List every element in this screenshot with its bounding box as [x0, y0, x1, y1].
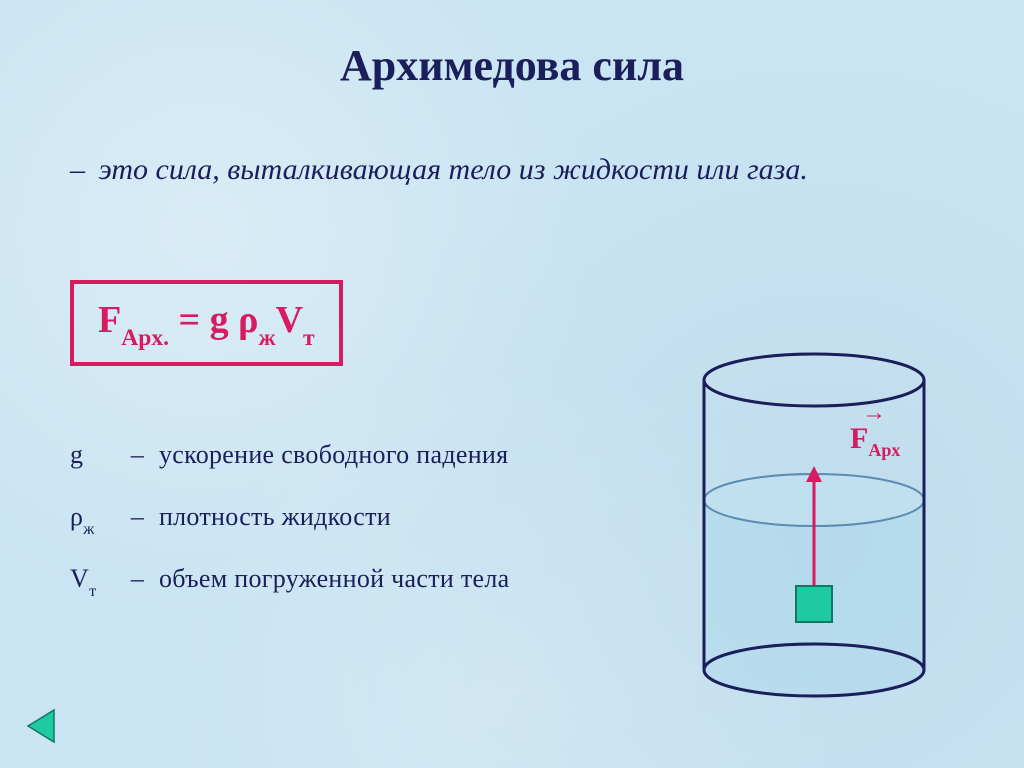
legend: g – ускорение свободного падения ρж – пл… — [70, 440, 630, 627]
legend-sym: Vт — [70, 564, 116, 598]
force-label-sub: Арх — [868, 440, 900, 460]
legend-sym: ρж — [70, 502, 116, 536]
formula-box: FАрх. = g ρжVт — [70, 280, 343, 366]
legend-item: Vт – объем погруженной части тела — [70, 564, 630, 598]
formula-F-sub: Арх. — [121, 325, 169, 351]
formula-rho: ρ — [238, 299, 258, 341]
legend-item: g – ускорение свободного падения — [70, 440, 630, 474]
legend-desc: объем погруженной части тела — [159, 564, 510, 593]
formula-F: F — [98, 299, 121, 341]
page-title: Архимедова сила — [0, 40, 1024, 91]
legend-dash: – — [131, 502, 144, 531]
formula-eq: = — [178, 299, 200, 341]
legend-desc: ускорение свободного падения — [159, 440, 508, 469]
definition-dash: – — [70, 153, 85, 186]
cylinder-top — [704, 354, 924, 406]
force-label: FАрх — [850, 422, 900, 460]
formula-rho-sub: ж — [258, 325, 275, 351]
legend-desc: плотность жидкости — [159, 502, 391, 531]
legend-sym-main: V — [70, 564, 89, 593]
archimedes-diagram: → FАрх — [684, 350, 944, 710]
formula-content: FАрх. = g ρжVт — [98, 299, 315, 341]
legend-dash: – — [131, 440, 144, 469]
formula-g: g — [210, 299, 229, 341]
force-label-F: F — [850, 422, 868, 455]
definition-body: это сила, выталкивающая тело из жидкости… — [99, 153, 808, 186]
submerged-cube — [796, 586, 832, 622]
legend-sym-sub: т — [89, 583, 96, 600]
title-text: Архимедова сила — [340, 41, 684, 90]
legend-sym-sub: ж — [83, 521, 94, 538]
definition-text: – это сила, выталкивающая тело из жидкос… — [70, 150, 890, 189]
back-triangle-icon — [22, 706, 62, 746]
legend-sym-main: ρ — [70, 502, 83, 531]
legend-item: ρж – плотность жидкости — [70, 502, 630, 536]
formula-V-sub: т — [303, 325, 315, 351]
formula-V: V — [276, 299, 303, 341]
legend-dash: – — [131, 564, 144, 593]
back-button[interactable] — [22, 706, 62, 746]
legend-sym: g — [70, 440, 116, 474]
legend-sym-main: g — [70, 440, 83, 469]
